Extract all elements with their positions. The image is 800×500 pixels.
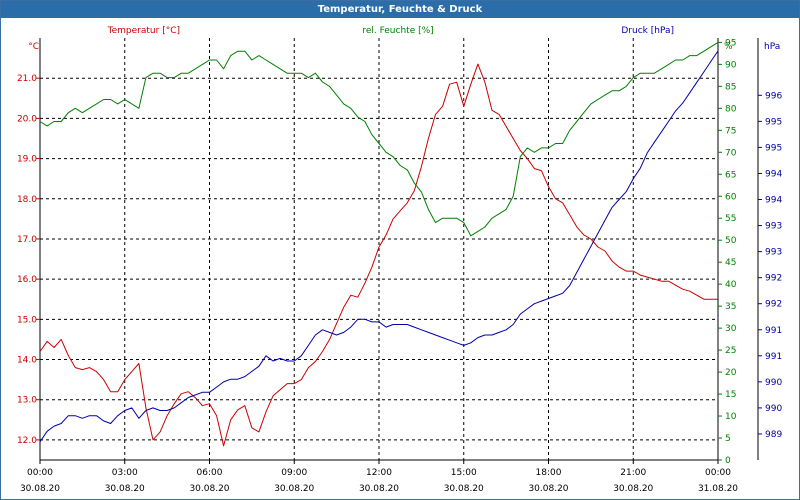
pressure-tick-label: 994 <box>765 196 782 206</box>
temperature-tick-label: 17.0 <box>17 235 37 245</box>
humidity-tick-label: 25 <box>725 346 736 356</box>
temperature-unit-label: °C <box>28 42 39 52</box>
humidity-tick-label: 50 <box>725 236 737 246</box>
humidity-tick-label: 65 <box>725 170 736 180</box>
humidity-tick-label: 40 <box>725 280 737 290</box>
humidity-tick-label: 35 <box>725 302 736 312</box>
x-tick-label: 06:00 <box>197 468 223 478</box>
temperature-tick-label: 21.0 <box>17 74 37 84</box>
pressure-tick-label: 990 <box>765 378 782 388</box>
x-tick-label: 03:00 <box>112 468 138 478</box>
temperature-tick-label: 19.0 <box>17 155 37 165</box>
temperature-tick-label: 13.0 <box>17 396 37 406</box>
temperature-tick-label: 18.0 <box>17 195 37 205</box>
temperature-tick-label: 14.0 <box>17 356 37 366</box>
chart-title: Temperatur, Feuchte & Druck <box>1 1 799 18</box>
x-tick-date: 30.08.20 <box>528 484 568 494</box>
humidity-tick-label: 0 <box>725 456 731 466</box>
x-tick-date: 30.08.20 <box>274 484 314 494</box>
x-tick-label: 15:00 <box>451 468 477 478</box>
pressure-tick-label: 993 <box>765 248 782 258</box>
humidity-tick-label: 15 <box>725 390 736 400</box>
humidity-line <box>39 41 719 237</box>
axis-labels: °C Temperatur [°C] rel. Feuchte [%] Druc… <box>17 26 782 494</box>
humidity-unit-label: % <box>724 42 733 52</box>
humidity-tick-label: 75 <box>725 126 736 136</box>
temperature-line <box>39 63 718 447</box>
x-tick-label: 21:00 <box>620 468 646 478</box>
x-tick-date: 30.08.20 <box>359 484 399 494</box>
humidity-tick-label: 80 <box>725 104 737 114</box>
humidity-tick-label: 70 <box>725 148 737 158</box>
x-tick-label: 00:00 <box>705 468 731 478</box>
x-tick-date: 30.08.20 <box>613 484 653 494</box>
x-tick-label: 12:00 <box>366 468 392 478</box>
humidity-tick-label: 20 <box>725 368 737 378</box>
pressure-tick-label: 991 <box>765 326 782 336</box>
humidity-tick-label: 45 <box>725 258 736 268</box>
temperature-axis-title: Temperatur [°C] <box>107 26 180 36</box>
humidity-tick-label: 60 <box>725 192 737 202</box>
x-tick-date: 31.08.20 <box>698 484 738 494</box>
humidity-tick-label: 95 <box>725 38 736 48</box>
pressure-tick-label: 996 <box>765 91 782 101</box>
x-tick-date: 30.08.20 <box>189 484 229 494</box>
x-tick-date: 30.08.20 <box>444 484 484 494</box>
temperature-tick-label: 15.0 <box>17 315 37 325</box>
pressure-axis-title: Druck [hPa] <box>621 26 674 36</box>
humidity-tick-label: 85 <box>725 82 736 92</box>
x-tick-label: 09:00 <box>281 468 307 478</box>
humidity-tick-label: 55 <box>725 214 736 224</box>
humidity-tick-label: 30 <box>725 324 737 334</box>
pressure-tick-label: 991 <box>765 352 782 362</box>
humidity-axis-title: rel. Feuchte [%] <box>362 26 433 36</box>
temperature-tick-label: 12.0 <box>17 436 37 446</box>
humidity-tick-label: 90 <box>725 60 737 70</box>
x-tick-date: 30.08.20 <box>105 484 145 494</box>
temperature-tick-label: 16.0 <box>17 275 37 285</box>
humidity-tick-label: 10 <box>725 412 737 422</box>
pressure-tick-label: 994 <box>765 169 782 179</box>
pressure-tick-label: 992 <box>765 300 782 310</box>
series-lines <box>39 41 719 447</box>
pressure-tick-label: 995 <box>765 143 782 153</box>
temperature-tick-label: 20.0 <box>17 114 37 124</box>
pressure-unit-label: hPa <box>764 42 780 52</box>
humidity-tick-label: 5 <box>725 434 731 444</box>
axes <box>36 38 762 464</box>
x-tick-label: 00:00 <box>27 468 53 478</box>
pressure-line <box>39 50 719 443</box>
pressure-tick-label: 992 <box>765 274 782 284</box>
pressure-tick-label: 995 <box>765 117 782 127</box>
pressure-tick-label: 990 <box>765 404 782 414</box>
pressure-tick-label: 993 <box>765 222 782 232</box>
pressure-tick-label: 989 <box>765 430 782 440</box>
grid-lines <box>40 38 718 460</box>
x-tick-label: 18:00 <box>536 468 562 478</box>
x-tick-date: 30.08.20 <box>20 484 60 494</box>
